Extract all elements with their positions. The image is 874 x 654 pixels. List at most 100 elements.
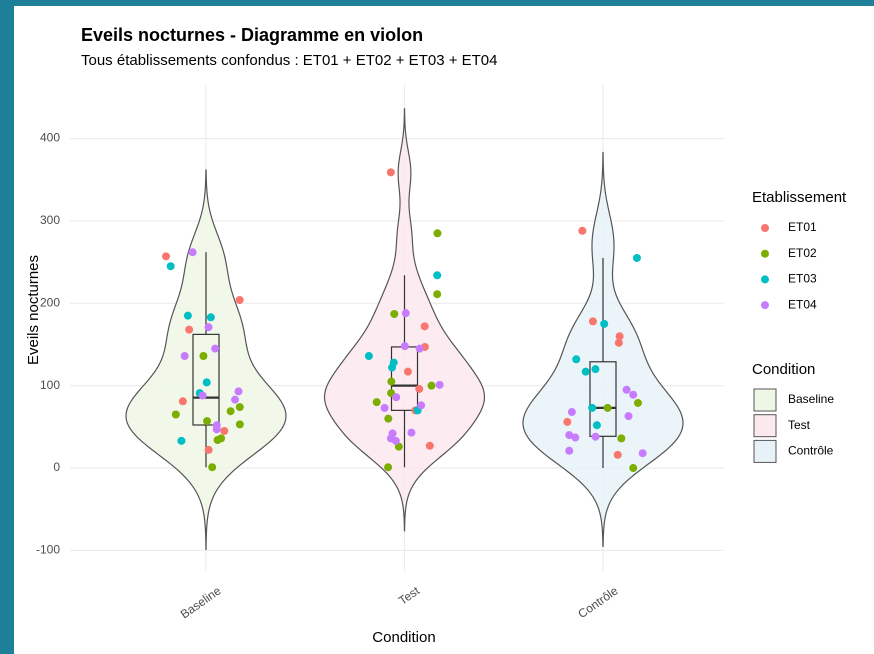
y-tick-label: 200: [40, 295, 60, 309]
point: [425, 441, 434, 450]
point: [204, 323, 213, 332]
chart-subtitle: Tous établissements confondus : ET01 + E…: [81, 52, 497, 69]
point: [234, 387, 243, 396]
point: [592, 421, 601, 430]
point: [188, 248, 197, 257]
point: [235, 403, 244, 412]
point: [433, 271, 442, 280]
legend-label: ET04: [788, 297, 817, 311]
y-axis-label: Eveils nocturnes: [25, 255, 42, 365]
legend-marker: [761, 301, 769, 310]
point: [178, 397, 187, 406]
y-tick-label: 400: [40, 131, 60, 145]
point: [427, 381, 436, 390]
box: [589, 361, 617, 437]
point: [384, 463, 393, 472]
point: [603, 403, 612, 412]
point: [212, 425, 221, 434]
point: [213, 436, 222, 445]
y-tick-label: 100: [40, 378, 60, 392]
point: [391, 436, 400, 445]
point: [392, 393, 401, 402]
point: [204, 445, 213, 454]
point: [235, 295, 244, 304]
point: [386, 168, 395, 177]
legend-swatch: [753, 414, 777, 438]
point: [384, 414, 393, 423]
y-tick-label: 0: [53, 460, 60, 474]
point: [588, 403, 597, 412]
point: [211, 344, 220, 353]
point: [420, 322, 429, 331]
point: [563, 417, 572, 426]
point: [203, 417, 212, 426]
point: [565, 431, 574, 440]
point: [624, 412, 633, 421]
point: [417, 401, 426, 410]
point: [208, 463, 217, 472]
point: [581, 367, 590, 376]
x-axis-label: Condition: [372, 629, 435, 646]
legend-label: Test: [788, 418, 811, 432]
point: [617, 434, 626, 443]
point: [629, 390, 638, 399]
point: [632, 253, 641, 262]
point: [572, 355, 581, 364]
point: [171, 410, 180, 419]
point: [166, 262, 175, 271]
point: [403, 367, 412, 376]
violin: [125, 169, 287, 550]
legend-label: Contrôle: [788, 444, 834, 458]
point: [591, 432, 600, 441]
point: [591, 365, 600, 374]
point: [433, 229, 442, 238]
point: [400, 342, 409, 351]
point: [567, 408, 576, 417]
legend-marker: [761, 224, 769, 232]
legend-title: Etablissement: [752, 189, 847, 206]
point: [578, 226, 587, 235]
point: [401, 309, 410, 318]
point: [198, 391, 207, 400]
point: [633, 398, 642, 407]
point: [600, 319, 609, 328]
point: [407, 428, 416, 437]
point: [180, 352, 189, 361]
point: [415, 344, 424, 353]
point: [235, 420, 244, 429]
point: [571, 433, 580, 442]
legend-marker: [761, 275, 769, 284]
y-tick-label: 300: [40, 213, 60, 227]
legend-label: ET03: [788, 272, 817, 286]
legend-swatch: [753, 388, 777, 412]
point: [220, 426, 229, 435]
point: [226, 407, 235, 416]
point: [615, 332, 624, 341]
y-tick-label: -100: [36, 543, 60, 557]
point: [629, 464, 638, 473]
point: [433, 290, 442, 299]
point: [390, 309, 399, 318]
point: [622, 385, 631, 394]
point: [638, 449, 647, 458]
point: [177, 436, 186, 445]
point: [380, 403, 389, 412]
point: [565, 446, 574, 455]
point: [364, 352, 373, 361]
point: [614, 338, 623, 347]
legend-title: Condition: [752, 361, 815, 378]
point: [162, 252, 171, 261]
point: [231, 395, 240, 404]
point: [202, 378, 211, 387]
point: [206, 313, 215, 322]
point: [387, 377, 396, 386]
point: [185, 325, 194, 334]
point: [415, 384, 424, 393]
point: [588, 317, 597, 326]
legend-marker: [761, 249, 769, 258]
point: [183, 311, 192, 320]
point: [372, 398, 381, 407]
chart-title: Eveils nocturnes - Diagramme en violon: [81, 25, 423, 45]
